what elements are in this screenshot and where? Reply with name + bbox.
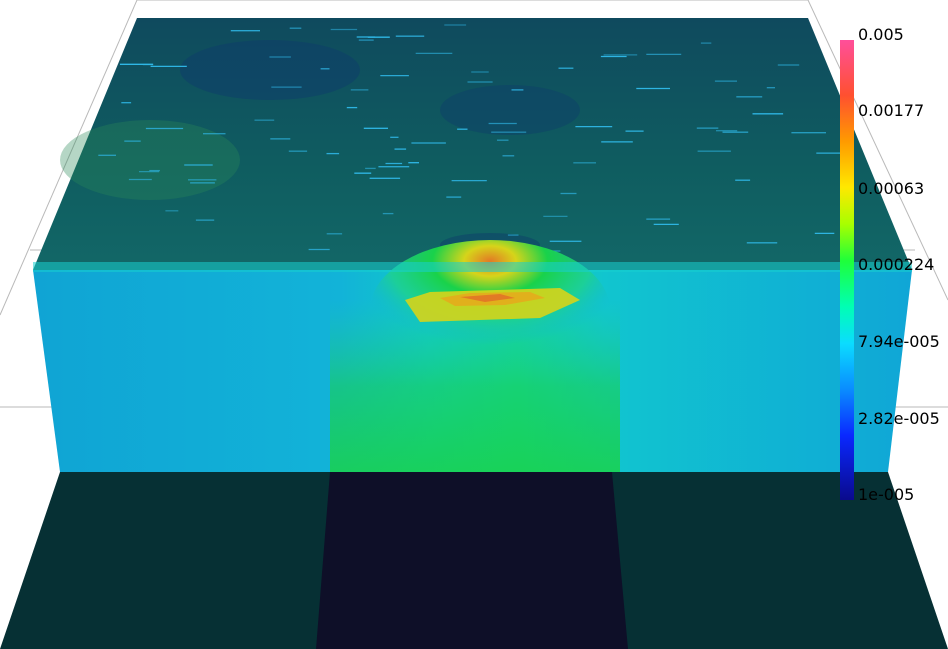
base-block xyxy=(0,472,948,649)
colorbar-label-4: 0.000224 xyxy=(858,255,935,274)
top-surface xyxy=(33,18,912,270)
colorbar-gradient xyxy=(840,40,854,500)
colorbar-label-min: 1e-005 xyxy=(858,485,915,504)
colorbar-label-5: 7.94e-005 xyxy=(858,332,940,351)
colorbar-label-6: 2.82e-005 xyxy=(858,409,940,428)
colorbar xyxy=(840,40,854,500)
colorbar-label-max: 0.005 xyxy=(858,25,904,44)
colorbar-label-3: 0.00063 xyxy=(858,179,925,198)
colorbar-label-2: 0.00177 xyxy=(858,101,925,120)
front-face xyxy=(33,240,912,472)
surface-streaks xyxy=(98,24,844,252)
